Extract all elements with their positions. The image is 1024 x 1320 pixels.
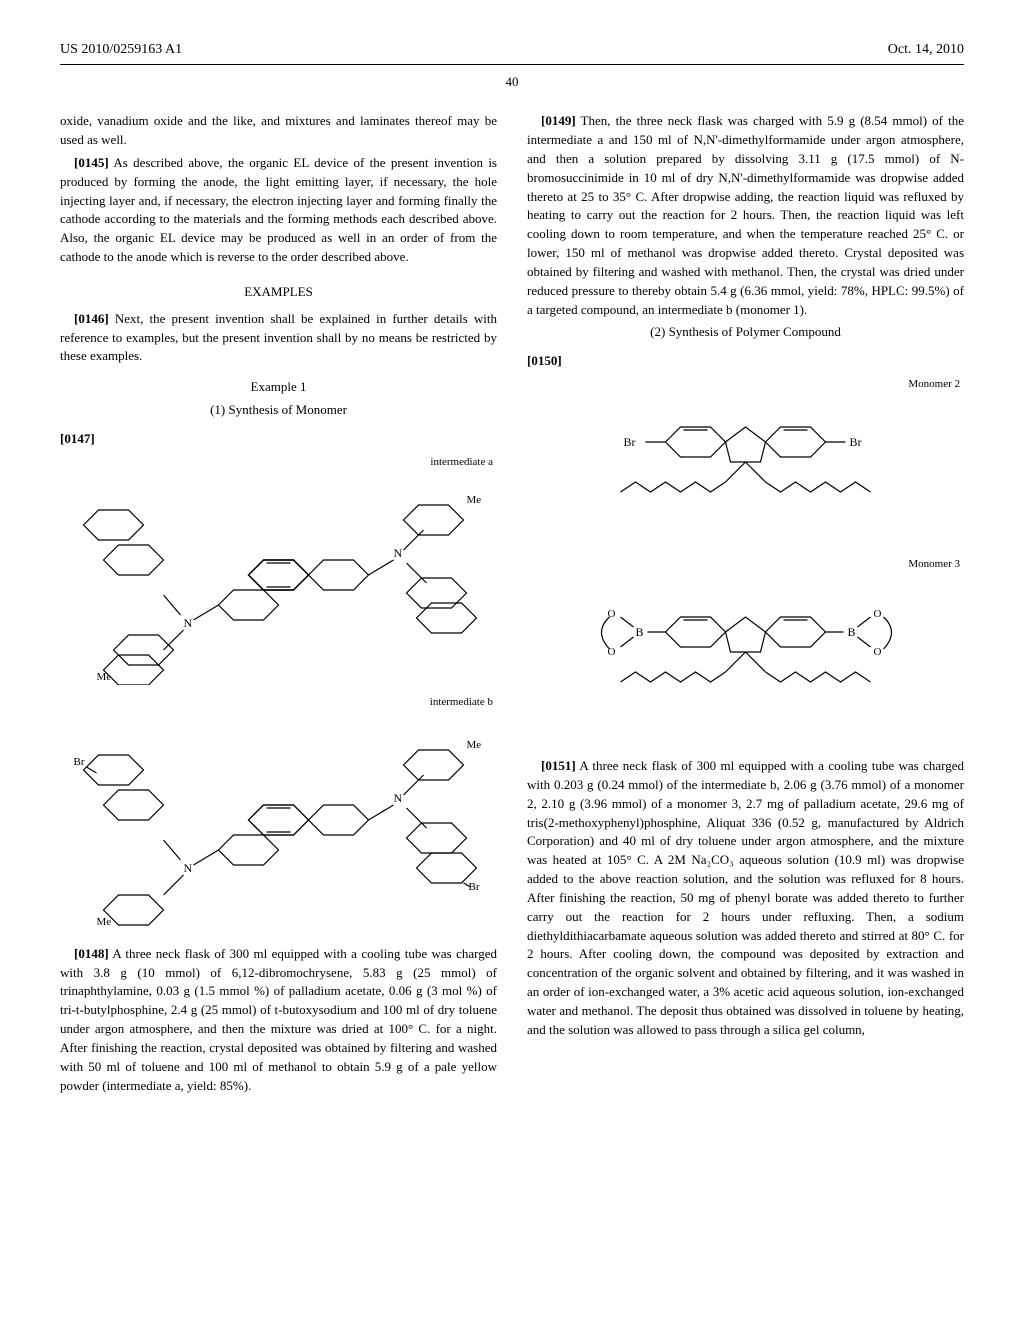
para-0148-text: A three neck flask of 300 ml equipped wi… [60, 946, 497, 1093]
svg-text:Br: Br [624, 435, 636, 449]
svg-text:B: B [848, 625, 856, 639]
para-0147: [0147] [60, 430, 497, 449]
para-0149-text: Then, the three neck flask was charged w… [527, 113, 964, 316]
svg-text:N: N [184, 861, 193, 875]
intermediate-b-label: intermediate b [60, 695, 493, 711]
examples-heading: EXAMPLES [60, 283, 497, 302]
publication-date: Oct. 14, 2010 [888, 40, 964, 60]
publication-number: US 2010/0259163 A1 [60, 40, 182, 60]
para-0151: [0151] A three neck flask of 300 ml equi… [527, 757, 964, 1040]
svg-text:N: N [184, 616, 193, 630]
svg-text:Me: Me [97, 916, 112, 928]
para-num-0148: [0148] [74, 946, 109, 961]
para-0149: [0149] Then, the three neck flask was ch… [527, 112, 964, 319]
left-column: oxide, vanadium oxide and the like, and … [60, 112, 497, 1099]
svg-text:Me: Me [467, 494, 482, 506]
para-0150: [0150] [527, 352, 964, 371]
para-0144-tail: oxide, vanadium oxide and the like, and … [60, 112, 497, 150]
para-0146: [0146] Next, the present invention shall… [60, 310, 497, 367]
monomer-synthesis-heading: (1) Synthesis of Monomer [60, 401, 497, 420]
monomer-3-label: Monomer 3 [527, 557, 960, 573]
svg-text:Me: Me [97, 671, 112, 683]
svg-text:Br: Br [850, 435, 862, 449]
svg-text:N: N [394, 546, 403, 560]
para-num-0146: [0146] [74, 311, 109, 326]
svg-text:B: B [636, 625, 644, 639]
svg-text:O: O [874, 608, 882, 620]
para-0146-text: Next, the present invention shall be exp… [60, 311, 497, 364]
right-column: [0149] Then, the three neck flask was ch… [527, 112, 964, 1099]
svg-text:N: N [394, 791, 403, 805]
svg-text:Br: Br [74, 756, 85, 768]
para-num-0149: [0149] [541, 113, 576, 128]
monomer-2-label: Monomer 2 [527, 377, 960, 393]
page-number: 40 [60, 73, 964, 92]
para-0145: [0145] As described above, the organic E… [60, 154, 497, 267]
example-1-heading: Example 1 [60, 378, 497, 397]
svg-text:Me: Me [467, 739, 482, 751]
para-num-0151: [0151] [541, 758, 576, 773]
intermediate-b-structure: N Me Br N Me [60, 715, 497, 935]
page-header: US 2010/0259163 A1 Oct. 14, 2010 [60, 40, 964, 65]
para-0148: [0148] A three neck flask of 300 ml equi… [60, 945, 497, 1096]
polymer-synthesis-heading: (2) Synthesis of Polymer Compound [527, 323, 964, 342]
monomer-3-structure: B O O B O O [527, 577, 964, 747]
para-num-0145: [0145] [74, 155, 109, 170]
para-0145-text: As described above, the organic EL devic… [60, 155, 497, 264]
para-0151-text: A three neck flask of 300 ml equipped wi… [527, 758, 964, 1037]
intermediate-a-structure: N Me N Me [60, 475, 497, 685]
monomer-2-structure: Br Br [527, 397, 964, 547]
intermediate-a-label: intermediate a [60, 455, 493, 471]
svg-text:O: O [874, 646, 882, 658]
